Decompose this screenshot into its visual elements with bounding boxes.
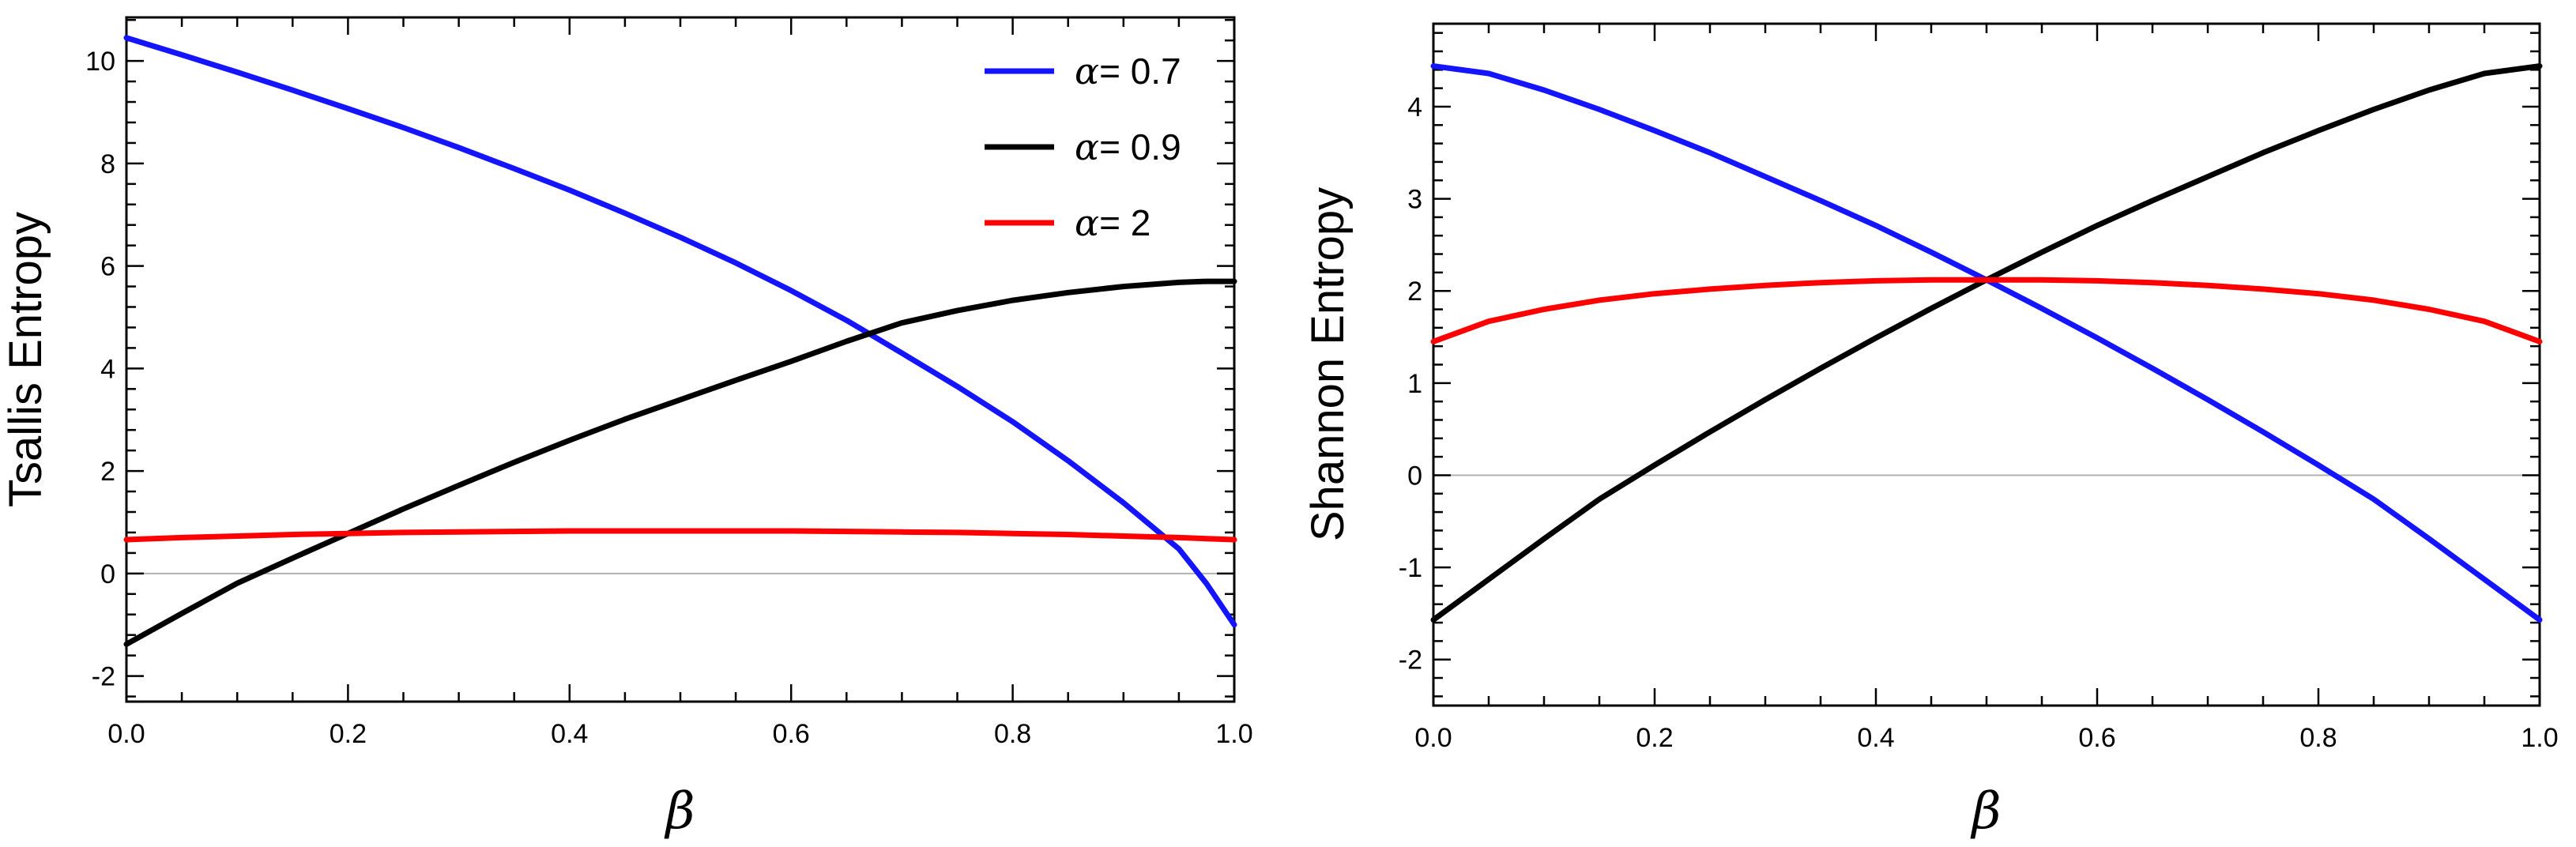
- legend-entry-value: = 2: [1099, 202, 1151, 243]
- series-line-alpha-0-9: [1430, 63, 2543, 623]
- y-tick-label: 0: [1407, 461, 1422, 491]
- y-axis-title: Tsallis Entropy: [0, 212, 51, 507]
- y-tick-label: -1: [1399, 553, 1422, 583]
- y-tick-label: 3: [1407, 185, 1422, 215]
- y-tick-label: 6: [100, 252, 115, 282]
- legend-alpha-symbol: α: [1075, 50, 1099, 92]
- y-tick-label: -2: [92, 662, 115, 692]
- series-line-alpha-0-9: [123, 278, 1237, 647]
- plot-frame: [125, 16, 1236, 703]
- x-axis-title: β: [665, 782, 695, 841]
- legend-entry-value: = 0.9: [1099, 126, 1181, 168]
- legend-entry-value: = 0.7: [1099, 51, 1181, 92]
- x-tick-label: 0.6: [2078, 723, 2115, 753]
- y-tick-label: 4: [100, 354, 115, 384]
- x-tick-label: 0.6: [773, 719, 810, 749]
- legend-entry: α= 0.7: [1075, 50, 1181, 92]
- x-tick-label: 1.0: [1215, 719, 1252, 749]
- y-tick-label: -2: [1399, 646, 1422, 676]
- x-tick-label: 1.0: [2521, 723, 2558, 753]
- series-line-alpha-0-7: [1430, 63, 2543, 623]
- y-tick-label: 8: [100, 149, 115, 179]
- x-tick-label: 0.0: [1414, 723, 1452, 753]
- x-axis-title: β: [1971, 782, 2002, 841]
- x-tick-label: 0.4: [1857, 723, 1894, 753]
- legend-entry: α= 2: [1075, 201, 1151, 244]
- series-line-alpha-2: [1430, 277, 2543, 344]
- y-tick-label: 4: [1407, 92, 1422, 122]
- legend-entry: α= 0.9: [1075, 126, 1181, 168]
- series-line-alpha-2: [123, 528, 1237, 543]
- chart-panel-2: 0.0 0.2 0.4 0.6 0.8 1.0 -2 -1 0 1 2 3 4 Shannon Entro…: [1302, 22, 2559, 841]
- x-tick-label: 0.8: [2299, 723, 2337, 753]
- y-tick-label: 1: [1407, 369, 1422, 399]
- chart-panel-1: 0.0 0.2 0.4 0.6 0.8 1.0 -2 0 2 4 6 8 10 Tsallis Entro…: [0, 16, 1253, 841]
- legend: α= 0.7α= 0.9α= 2: [985, 50, 1181, 244]
- y-axis-title: Shannon Entropy: [1302, 187, 1354, 541]
- plot-frame: [1432, 22, 2541, 707]
- y-tick-label: 2: [1407, 277, 1422, 307]
- legend-alpha-symbol: α: [1075, 126, 1099, 168]
- y-tick-label: 10: [85, 47, 115, 77]
- x-tick-label: 0.8: [994, 719, 1031, 749]
- legend-alpha-symbol: α: [1075, 201, 1099, 244]
- x-tick-label: 0.4: [551, 719, 588, 749]
- series-line-alpha-0-7: [123, 35, 1237, 628]
- x-tick-label: 0.0: [107, 719, 145, 749]
- x-tick-label: 0.2: [330, 719, 367, 749]
- y-tick-label: 2: [100, 457, 115, 487]
- y-tick-label: 0: [100, 559, 115, 589]
- x-tick-label: 0.2: [1636, 723, 1673, 753]
